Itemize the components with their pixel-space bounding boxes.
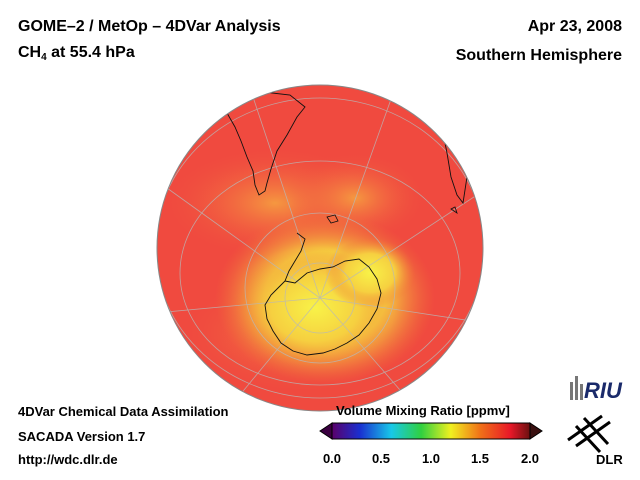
- globe-map: [156, 84, 484, 412]
- date-label: Apr 23, 2008: [527, 18, 622, 35]
- kerguelen-island: [450, 206, 458, 214]
- colorbar-gradient: [331, 422, 531, 440]
- species-subscript: 4: [41, 52, 47, 63]
- riu-logo: RIU: [570, 376, 623, 403]
- colorbar-over-arrow: [529, 422, 543, 440]
- colorbar-title: Volume Mixing Ratio [ppmv]: [336, 403, 510, 418]
- colorbar-tick-4: 2.0: [520, 451, 540, 466]
- dlr-logo: DLR: [567, 414, 623, 466]
- footer-line-1: 4DVar Chemical Data Assimilation: [18, 404, 229, 419]
- colorbar-tick-0: 0.0: [322, 451, 342, 466]
- footer-line-2: SACADA Version 1.7: [18, 429, 146, 444]
- species-main: CH: [18, 44, 42, 61]
- colorbar: [319, 422, 543, 440]
- antarctica-outline: [264, 232, 382, 356]
- riu-logo-text: RIU: [584, 378, 623, 403]
- map-title: GOME–2 / MetOp – 4DVar Analysis: [18, 18, 281, 35]
- colorbar-tick-3: 1.5: [470, 451, 490, 466]
- colorbar-under-arrow: [319, 422, 333, 440]
- species-label: CH4 at 55.4 hPa: [18, 44, 135, 63]
- colorbar-tick-2: 1.0: [421, 451, 441, 466]
- hemisphere-label: Southern Hemisphere: [455, 47, 622, 64]
- south-georgia: [326, 214, 339, 224]
- species-level: at 55.4 hPa: [46, 44, 135, 61]
- dlr-logo-text: DLR: [596, 452, 623, 466]
- colorbar-tick-1: 0.5: [371, 451, 391, 466]
- south-america-outline: [224, 90, 306, 196]
- footer-url[interactable]: http://wdc.dlr.de: [18, 452, 118, 467]
